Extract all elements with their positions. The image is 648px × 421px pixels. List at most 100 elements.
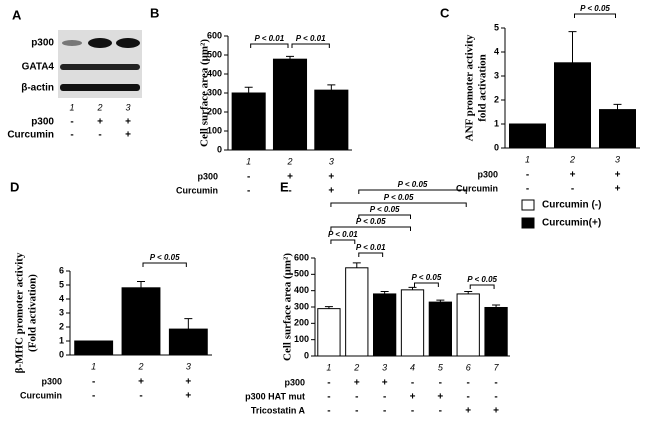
panel-label: C bbox=[440, 5, 450, 20]
y-tick-label: 5 bbox=[59, 279, 64, 289]
condition-sign: + bbox=[493, 406, 499, 417]
error-bar bbox=[286, 55, 294, 60]
bar bbox=[509, 123, 546, 149]
panel-label: A bbox=[12, 7, 22, 22]
condition-sign: + bbox=[185, 377, 191, 388]
y-axis-label: (Fold activation) bbox=[27, 274, 39, 352]
y-tick-label: 100 bbox=[294, 334, 309, 344]
blot-band bbox=[116, 38, 140, 48]
x-tick-label: 6 bbox=[466, 362, 471, 372]
y-tick-label: 1 bbox=[494, 118, 499, 128]
condition-sign: + bbox=[410, 392, 416, 403]
significance-bracket bbox=[358, 189, 467, 194]
x-tick-label: 2 bbox=[286, 156, 292, 166]
y-tick-label: 600 bbox=[207, 30, 222, 40]
condition-sign: - bbox=[139, 391, 142, 402]
x-tick-label: 4 bbox=[410, 362, 415, 372]
condition-sign: + bbox=[138, 377, 144, 388]
condition-sign: - bbox=[383, 406, 386, 417]
p-value: P < 0.01 bbox=[356, 243, 386, 252]
significance-bracket bbox=[142, 262, 187, 267]
y-tick-label: 2 bbox=[59, 321, 64, 331]
significance-bracket bbox=[414, 282, 439, 287]
y-axis-label: Cell surface area (μm²) bbox=[199, 39, 211, 147]
bar bbox=[400, 289, 425, 357]
blot-band bbox=[60, 64, 140, 70]
bar bbox=[599, 109, 636, 149]
y-axis-label: β-MHC promoter activity bbox=[14, 252, 26, 373]
p-value: P < 0.05 bbox=[384, 193, 414, 202]
condition-sign: - bbox=[247, 186, 250, 197]
x-tick-label: 2 bbox=[569, 154, 575, 164]
condition-sign: + bbox=[185, 391, 191, 402]
blot-band bbox=[88, 38, 112, 48]
condition-sign: + bbox=[382, 378, 388, 389]
y-tick-label: 2 bbox=[494, 94, 499, 104]
bar bbox=[373, 293, 397, 357]
condition-sign: + bbox=[615, 184, 621, 195]
bar bbox=[484, 306, 508, 357]
condition-label: p300 bbox=[31, 117, 54, 128]
condition-sign: - bbox=[92, 391, 95, 402]
y-tick-label: 100 bbox=[207, 125, 222, 135]
legend-label: Curcumin(+) bbox=[542, 218, 601, 229]
condition-sign: - bbox=[526, 170, 529, 181]
condition-sign: - bbox=[439, 406, 442, 417]
y-tick-label: 300 bbox=[207, 87, 222, 97]
y-tick-label: 5 bbox=[494, 22, 499, 32]
y-tick-label: 0 bbox=[217, 144, 222, 154]
y-axis-label: fold activation bbox=[477, 54, 489, 122]
x-tick-label: 3 bbox=[186, 361, 191, 371]
lane-label: 1 bbox=[69, 102, 74, 112]
y-tick-label: 300 bbox=[294, 301, 309, 311]
condition-sign: - bbox=[439, 378, 442, 389]
error-bar bbox=[137, 281, 145, 288]
condition-sign: - bbox=[467, 392, 470, 403]
p-value: P < 0.05 bbox=[467, 275, 497, 284]
condition-sign: + bbox=[125, 130, 131, 141]
condition-label: Curcumin bbox=[176, 185, 218, 195]
condition-label: p300 bbox=[41, 376, 62, 386]
y-tick-label: 200 bbox=[207, 106, 222, 116]
x-tick-label: 2 bbox=[353, 362, 359, 372]
x-tick-label: 3 bbox=[615, 154, 620, 164]
error-bar bbox=[464, 290, 473, 294]
condition-sign: - bbox=[355, 392, 358, 403]
condition-label: Curcumin bbox=[456, 183, 498, 193]
condition-sign: - bbox=[98, 130, 101, 141]
band-label: p300 bbox=[31, 38, 54, 49]
error-bar bbox=[184, 318, 193, 330]
bar bbox=[272, 58, 308, 151]
y-tick-label: 0 bbox=[59, 349, 64, 359]
significance-bracket bbox=[250, 43, 289, 48]
condition-sign: - bbox=[70, 117, 73, 128]
condition-sign: + bbox=[328, 172, 334, 183]
significance-bracket bbox=[291, 43, 330, 48]
p-value: P < 0.01 bbox=[328, 230, 358, 239]
blot-band bbox=[60, 84, 140, 91]
legend-swatch bbox=[521, 199, 535, 211]
bar bbox=[428, 301, 453, 357]
error-bar bbox=[324, 306, 333, 309]
condition-sign: + bbox=[354, 378, 360, 389]
panel-label: D bbox=[10, 179, 19, 194]
condition-sign: - bbox=[526, 184, 529, 195]
condition-sign: - bbox=[327, 406, 330, 417]
bar bbox=[121, 287, 161, 356]
x-tick-label: 7 bbox=[494, 362, 500, 372]
y-tick-label: 500 bbox=[294, 269, 309, 279]
bar bbox=[554, 62, 591, 149]
p-value: P < 0.01 bbox=[254, 34, 284, 43]
panel-label: E bbox=[280, 179, 289, 194]
condition-sign: - bbox=[494, 392, 497, 403]
condition-label: p300 HAT mut bbox=[245, 391, 305, 401]
condition-sign: - bbox=[467, 378, 470, 389]
y-tick-label: 3 bbox=[494, 70, 499, 80]
x-tick-label: 3 bbox=[329, 156, 334, 166]
bar bbox=[345, 267, 369, 357]
condition-label: Tricostatin A bbox=[251, 405, 306, 415]
error-bar bbox=[244, 86, 253, 93]
condition-sign: + bbox=[570, 170, 576, 181]
y-tick-label: 0 bbox=[494, 142, 499, 152]
